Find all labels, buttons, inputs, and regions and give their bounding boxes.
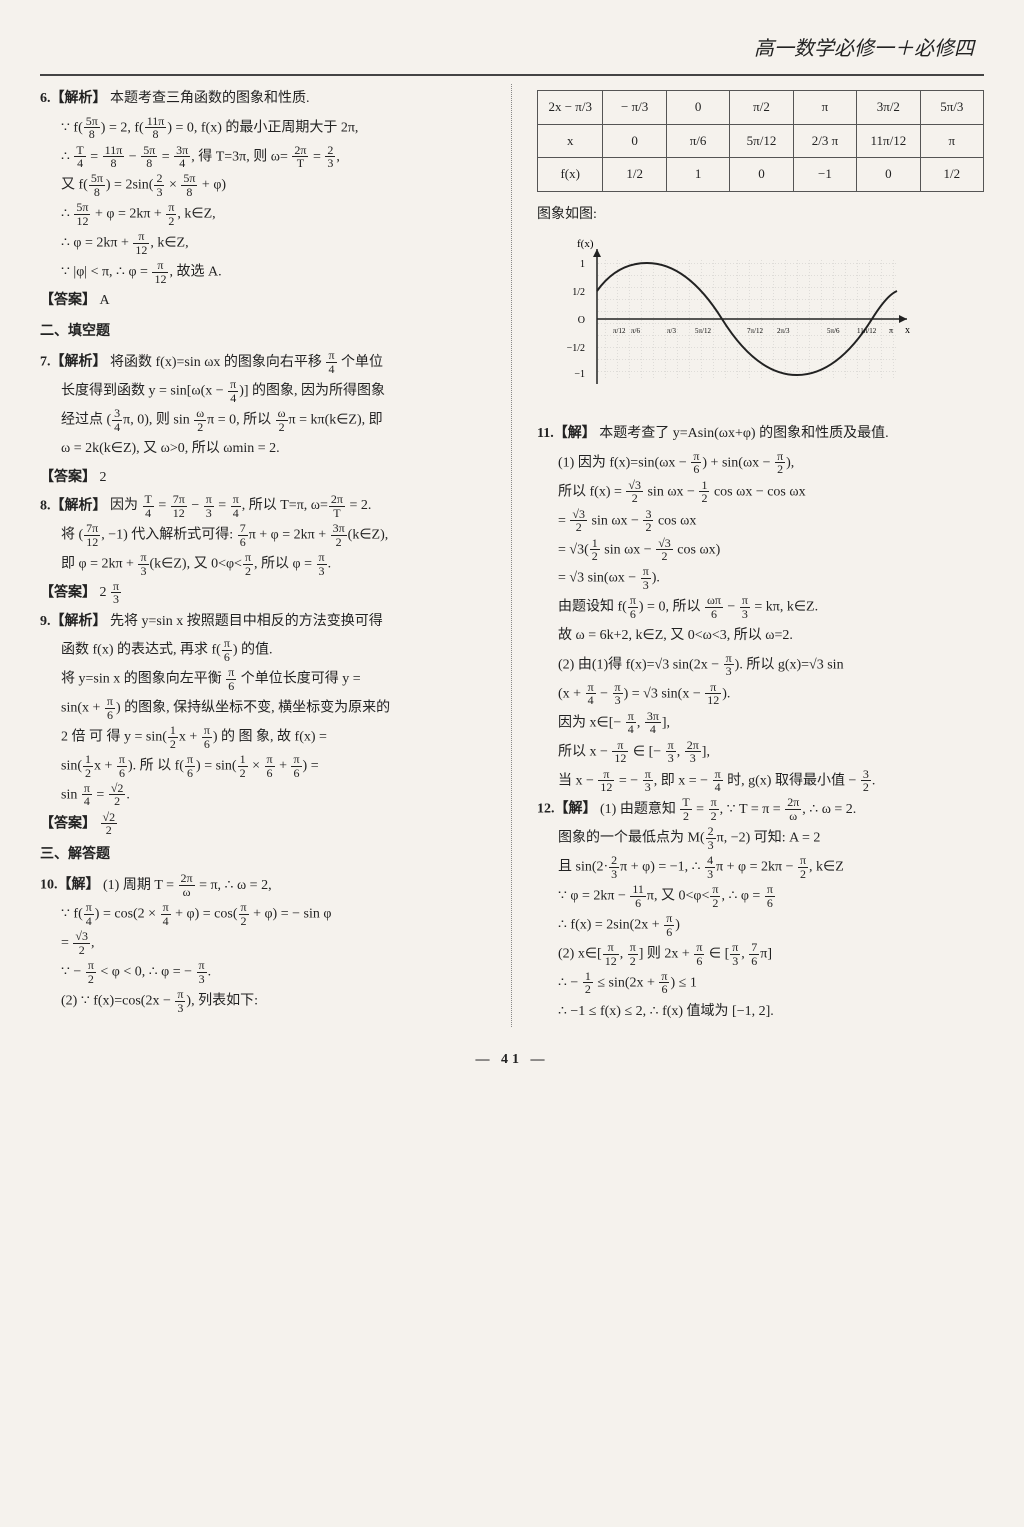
- q12-label: 12.【解】: [537, 802, 597, 817]
- q10-l3: = √32,: [40, 930, 487, 957]
- q9-ans-label: 【答案】: [40, 816, 96, 831]
- q7-l4: ω = 2k(k∈Z), 又 ω>0, 所以 ωmin = 2.: [40, 436, 487, 463]
- page-header: 高一数学必修一＋必修四: [40, 30, 984, 76]
- q11-l10: 因为 x∈[− π4, 3π4],: [537, 710, 984, 737]
- q12-l8: ∴ −1 ≤ f(x) ≤ 2, ∴ f(x) 值域为 [−1, 2].: [537, 999, 984, 1026]
- table-row: 2x − π/3 − π/30π/2π3π/25π/3: [538, 91, 984, 125]
- svg-text:π/12: π/12: [613, 327, 626, 335]
- q6-ans: A: [100, 293, 110, 308]
- q8-ans-label: 【答案】: [40, 585, 96, 600]
- q6-l1: ∵ f(5π8) = 2, f(11π8) = 0, f(x) 的最小正周期大于…: [40, 115, 487, 142]
- q10-l1: (1) 周期 T = 2πω = π, ∴ ω = 2,: [103, 878, 272, 893]
- q11-l6: 由题设知 f(π6) = 0, 所以 ωπ6 − π3 = kπ, k∈Z.: [537, 594, 984, 621]
- q8-label: 8.【解析】: [40, 498, 107, 513]
- svg-text:x: x: [905, 325, 910, 336]
- q10-l2: ∵ f(π4) = cos(2 × π4 + φ) = cos(π2 + φ) …: [40, 901, 487, 928]
- svg-text:5π/12: 5π/12: [695, 327, 711, 335]
- q8-l2: 将 (7π12, −1) 代入解析式可得: 76π + φ = 2kπ + 3π…: [40, 522, 487, 549]
- svg-text:2π/3: 2π/3: [777, 327, 790, 335]
- svg-text:π/3: π/3: [667, 327, 676, 335]
- q7-ans: 2: [100, 470, 107, 485]
- q9-l6: sin(12x + π6). 所 以 f(π6) = sin(12 × π6 +…: [40, 753, 487, 780]
- svg-text:π/6: π/6: [631, 327, 640, 335]
- q12-l4: ∵ φ = 2kπ − 116π, 又 0<φ<π2, ∴ φ = π6: [537, 883, 984, 910]
- q12-l3: 且 sin(2·23π + φ) = −1, ∴ 43π + φ = 2kπ −…: [537, 854, 984, 881]
- q11-l5: = √3 sin(ωx − π3).: [537, 565, 984, 592]
- q7-label: 7.【解析】: [40, 355, 107, 370]
- svg-text:5π/6: 5π/6: [827, 327, 840, 335]
- q7-l1: 将函数 f(x)=sin ωx 的图象向右平移 π4 个单位: [110, 355, 383, 370]
- svg-text:11π/12: 11π/12: [857, 327, 877, 335]
- q12-l1: (1) 由题意知 T2 = π2, ∵ T = π = 2πω, ∴ ω = 2…: [600, 802, 856, 817]
- graph-caption: 图象如图:: [537, 202, 984, 229]
- q12-l5: ∴ f(x) = 2sin(2x + π6): [537, 912, 984, 939]
- q10-label: 10.【解】: [40, 878, 100, 893]
- section-3: 三、解答题: [40, 842, 487, 869]
- svg-text:O: O: [578, 315, 585, 326]
- svg-text:−1/2: −1/2: [567, 343, 585, 354]
- right-column: 2x − π/3 − π/30π/2π3π/25π/3 x 0π/65π/122…: [537, 84, 984, 1027]
- q9-l1: 先将 y=sin x 按照题目中相反的方法变换可得: [110, 614, 383, 629]
- svg-text:f(x): f(x): [577, 239, 594, 250]
- q8-l3: 即 φ = 2kπ + π3(k∈Z), 又 0<φ<π2, 所以 φ = π3…: [40, 551, 487, 578]
- svg-text:−1: −1: [574, 369, 585, 380]
- q7-l3: 经过点 (34π, 0), 则 sin ω2π = 0, 所以 ω2π = kπ…: [40, 407, 487, 434]
- q6-l4: ∴ 5π12 + φ = 2kπ + π2, k∈Z,: [40, 201, 487, 228]
- page-number: — 41 —: [40, 1047, 984, 1074]
- q11-label: 11.【解】: [537, 426, 596, 441]
- q9-ans: √22: [101, 811, 118, 837]
- q10-l4: ∵ − π2 < φ < 0, ∴ φ = − π3.: [40, 959, 487, 986]
- q7-ans-label: 【答案】: [40, 470, 96, 485]
- q6-l3: 又 f(5π8) = 2sin(23 × 5π8 + φ): [40, 172, 487, 199]
- q11-intro: 本题考查了 y=Asin(ωx+φ) 的图象和性质及最值.: [599, 426, 888, 441]
- q11-l11: 所以 x − π12 ∈ [− π3, 2π3],: [537, 739, 984, 766]
- q12-l6: (2) x∈[π12, π2] 则 2x + π6 ∈ [π3, 76π]: [537, 941, 984, 968]
- q7-l2: 长度得到函数 y = sin[ω(x − π4)] 的图象, 因为所得图象: [40, 378, 487, 405]
- q6-l5: ∴ φ = 2kπ + π12, k∈Z,: [40, 230, 487, 257]
- q9-l3: 将 y=sin x 的图象向左平衡 π6 个单位长度可得 y =: [40, 666, 487, 693]
- q8-ans: 2 π3: [100, 585, 123, 600]
- q11-l7: 故 ω = 6k+2, k∈Z, 又 0<ω<3, 所以 ω=2.: [537, 623, 984, 650]
- q10-l5: (2) ∵ f(x)=cos(2x − π3), 列表如下:: [40, 988, 487, 1015]
- section-2: 二、填空题: [40, 319, 487, 346]
- q6-label: 6.【解析】: [40, 91, 107, 106]
- q11-l4: = √3(12 sin ωx − √32 cos ωx): [537, 537, 984, 564]
- q9-l7: sin π4 = √22.: [40, 782, 487, 809]
- svg-text:7π/12: 7π/12: [747, 327, 763, 335]
- left-column: 6.【解析】 本题考查三角函数的图象和性质. ∵ f(5π8) = 2, f(1…: [40, 84, 487, 1027]
- q6-l2: ∴ T4 = 11π8 − 5π8 = 3π4, 得 T=3π, 则 ω= 2π…: [40, 144, 487, 171]
- table-row: f(x) 1/210−101/2: [538, 158, 984, 192]
- q9-l2: 函数 f(x) 的表达式, 再求 f(π6) 的值.: [40, 637, 487, 664]
- q11-l2: 所以 f(x) = √32 sin ωx − 12 cos ωx − cos ω…: [537, 479, 984, 506]
- q9-l4: sin(x + π6) 的图象, 保持纵坐标不变, 横坐标变为原来的: [40, 695, 487, 722]
- cosine-graph: f(x) 1 1/2 O −1/2 −1 π/12 π/6 π/3 5π/12 …: [557, 239, 984, 410]
- q8-l1: 因为 T4 = 7π12 − π3 = π4, 所以 T=π, ω=2πT = …: [110, 498, 371, 513]
- q9-l5: 2 倍 可 得 y = sin(12x + π6) 的 图 象, 故 f(x) …: [40, 724, 487, 751]
- svg-text:π: π: [889, 326, 893, 335]
- q12-l2: 图象的一个最低点为 M(23π, −2) 可知: A = 2: [537, 825, 984, 852]
- q6-l6: ∵ |φ| < π, ∴ φ = π12, 故选 A.: [40, 259, 487, 286]
- q6-intro: 本题考查三角函数的图象和性质.: [110, 91, 310, 106]
- q11-l12: 当 x − π12 = − π3, 即 x = − π4 时, g(x) 取得最…: [537, 768, 984, 795]
- svg-text:1: 1: [580, 259, 585, 270]
- q11-l1: (1) 因为 f(x)=sin(ωx − π6) + sin(ωx − π2),: [537, 450, 984, 477]
- value-table: 2x − π/3 − π/30π/2π3π/25π/3 x 0π/65π/122…: [537, 90, 984, 192]
- q11-l9: (x + π4 − π3) = √3 sin(x − π12).: [537, 681, 984, 708]
- q12-l7: ∴ − 12 ≤ sin(2x + π6) ≤ 1: [537, 970, 984, 997]
- q11-l8: (2) 由(1)得 f(x)=√3 sin(2x − π3). 所以 g(x)=…: [537, 652, 984, 679]
- table-row: x 0π/65π/122/3 π11π/12π: [538, 124, 984, 158]
- q11-l3: = √32 sin ωx − 32 cos ωx: [537, 508, 984, 535]
- q6-ans-label: 【答案】: [40, 293, 96, 308]
- svg-text:1/2: 1/2: [572, 287, 585, 298]
- q9-label: 9.【解析】: [40, 614, 107, 629]
